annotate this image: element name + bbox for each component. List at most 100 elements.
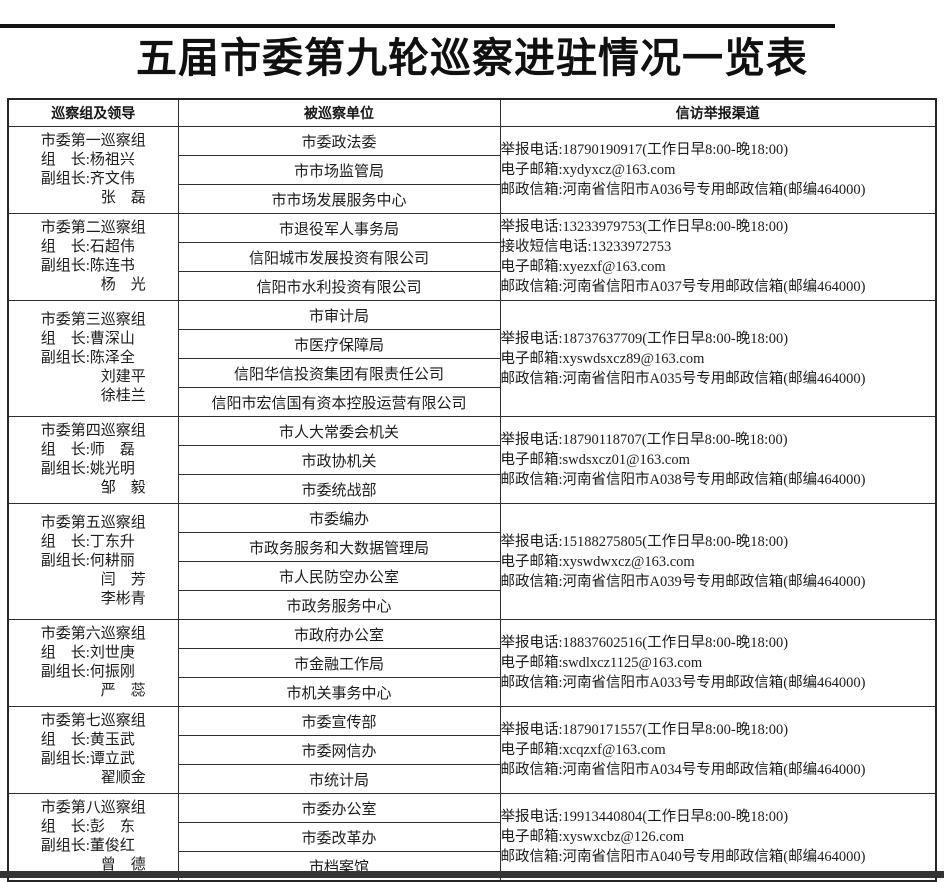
inspected-unit-cell: 市人大常委会机关 (177, 416, 501, 446)
channel-line: 举报电话:15188275805(工作日早8:00-晚18:00) (500, 533, 789, 550)
report-channels-cell: 举报电话:13233979753(工作日早8:00-晚18:00) 接收短信电话:… (499, 213, 937, 301)
group-leaders-cell: 市委第五巡察组组 长:丁东升 副组长:何耕丽 闫 芳 李彬青 (7, 503, 179, 620)
inspected-unit-cell: 市金融工作局 (177, 648, 501, 678)
page-title: 五届市委第九轮巡察进驻情况一览表 (136, 34, 808, 82)
group-name: 市委第三巡察组 (40, 312, 146, 328)
inspected-unit-cell: 信阳华信投资集团有限责任公司 (177, 358, 501, 388)
channel-line: 举报电话:18790171557(工作日早8:00-晚18:00) (500, 722, 789, 738)
leader-lines: 组 长:曹深山 副组长:陈泽全 刘建平 徐桂兰 (41, 330, 146, 406)
table-row: 市委第二巡察组组 长:石超伟 副组长:陈连书 杨 光 市退役军人事务局 举报电话:13… (7, 213, 937, 301)
report-channels-cell: 举报电话:18790190917(工作日早8:00-晚18:00) 电子邮箱:xy… (499, 126, 937, 214)
inspected-unit-cell: 市委统战部 (177, 474, 501, 504)
group-name: 市委第八巡察组 (40, 800, 146, 816)
channel-line: 接收短信电话:13233972753 (500, 239, 672, 255)
channel-line: 举报电话:13233979753(工作日早8:00-晚18:00) (500, 219, 789, 235)
channel-line: 邮政信箱:河南省信阳市A038号专用邮政信箱(邮编464000) (500, 472, 866, 488)
table-row: 信阳市宏信国有资本控股运营有限公司 (8, 387, 936, 417)
leader-lines: 组 长:师 磊副组长:姚光明 邹 毅 (41, 441, 146, 498)
channel-line: 电子邮箱:xyezxf@163.com (500, 259, 666, 275)
group-leaders-cell: 市委第六巡察组组 长:刘世庚 副组长:何振刚 严 蕊 (7, 619, 179, 707)
group-name: 市委第二巡察组 (40, 220, 146, 236)
inspected-unit-cell: 市审计局 (177, 300, 501, 330)
leader-line: 杨 光 (40, 277, 146, 293)
group-name: 市委第七巡察组 (40, 713, 146, 729)
inspected-unit-cell: 市医疗保障局 (177, 329, 501, 359)
inspected-unit-cell: 市委办公室 (177, 793, 501, 823)
leader-line: 邹 毅 (40, 480, 146, 496)
channel-line: 电子邮箱:xydyxcz@163.com (500, 162, 676, 178)
leader-lines: 组 长:刘世庚 副组长:何振刚 严 蕊 (41, 644, 146, 701)
report-channels-cell: 举报电话:15188275805(工作日早8:00-晚18:00) 电子邮箱:xy… (499, 503, 937, 620)
leader-line: 组 长:曹深山 (40, 331, 135, 347)
table-row: 市机关事务中心 (8, 677, 936, 707)
inspected-unit-cell: 市委宣传部 (177, 706, 501, 736)
table-header-row: 巡察组及领导 被巡察单位 信访举报渠道 (7, 98, 937, 127)
inspected-unit-cell: 信阳市宏信国有资本控股运营有限公司 (177, 387, 501, 417)
table-row: 信阳华信投资集团有限责任公司 (8, 358, 936, 388)
inspected-unit-cell: 信阳市水利投资有限公司 (177, 271, 501, 301)
report-channels-cell: 举报电话:19913440804(工作日早8:00-晚18:00) 电子邮箱:xy… (499, 793, 937, 882)
leader-line: 严 蕊 (40, 683, 146, 699)
channel-line: 邮政信箱:河南省信阳市A033号专用邮政信箱(邮编464000) (500, 675, 866, 691)
leader-lines: 组 长:彭 东副组长:董俊红 曾 德 (41, 818, 146, 875)
channel-line: 举报电话:18790190917(工作日早8:00-晚18:00) (500, 142, 789, 158)
table-row: 市委统战部 (8, 474, 936, 504)
leader-line: 组 长:黄玉武 (40, 732, 135, 748)
header-inspected-unit: 被巡察单位 (177, 98, 501, 127)
report-channels-cell: 举报电话:18790171557(工作日早8:00-晚18:00) 电子邮箱:xc… (499, 706, 937, 794)
table-row: 市金融工作局 (8, 648, 936, 678)
channel-line: 邮政信箱:河南省信阳市A035号专用邮政信箱(邮编464000) (500, 370, 866, 387)
inspected-unit-cell: 市委编办 (177, 503, 501, 533)
channel-line: 举报电话:18790118707(工作日早8:00-晚18:00) (500, 432, 788, 448)
table-row: 市市场发展服务中心 (8, 184, 936, 214)
leader-line: 副组长:董俊红 (40, 838, 135, 854)
leader-line: 副组长:何振刚 (40, 664, 135, 680)
leader-line: 组 长:师 磊 (40, 442, 135, 458)
table-row: 市医疗保障局 (8, 329, 936, 359)
leader-line: 李彬青 (40, 591, 146, 607)
channel-line: 电子邮箱:xyswxcbz@126.com (500, 829, 685, 845)
group-name: 市委第五巡察组 (40, 515, 146, 531)
table-row: 市委第三巡察组组 长:曹深山 副组长:陈泽全 刘建平 徐桂兰 市审计局 举报电话:18… (7, 300, 937, 417)
inspected-unit-cell: 市统计局 (177, 764, 501, 794)
channel-line: 邮政信箱:河南省信阳市A039号专用邮政信箱(邮编464000) (500, 573, 866, 590)
group-name: 市委第一巡察组 (40, 133, 146, 149)
group-leaders-cell: 市委第七巡察组组 长:黄玉武 副组长:谭立武 翟顺金 (7, 706, 179, 794)
table-row: 市政务服务中心 (8, 590, 936, 620)
inspected-unit-cell: 市退役军人事务局 (177, 213, 501, 243)
group-leaders-cell: 市委第八巡察组组 长:彭 东副组长:董俊红 曾 德 (7, 793, 179, 882)
table-row: 市委第一巡察组组 长:杨祖兴 副组长:齐文伟 张 磊市委政法委 举报电话:18790… (7, 126, 937, 214)
report-channels-cell: 举报电话:18790118707(工作日早8:00-晚18:00) 电子邮箱:sw… (499, 416, 937, 504)
channel-line: 举报电话:18737637709(工作日早8:00-晚18:00) (500, 330, 789, 347)
leader-line: 闫 芳 (40, 572, 146, 588)
scan-edge-bottom (0, 871, 944, 878)
channel-line: 电子邮箱:swdsxcz01@163.com (500, 452, 690, 468)
table-row: 市委改革办 (8, 822, 936, 852)
leader-lines: 组 长:石超伟 副组长:陈连书 杨 光 (41, 238, 146, 295)
leader-line: 副组长:陈连书 (40, 258, 135, 274)
leader-line: 副组长:姚光明 (40, 461, 135, 477)
leader-line: 组 长:刘世庚 (40, 645, 135, 661)
inspected-unit-cell: 市政府办公室 (177, 619, 501, 649)
table-row: 市政务服务和大数据管理局 (8, 532, 936, 562)
leader-line: 徐桂兰 (40, 388, 146, 404)
group-name: 市委第四巡察组 (40, 423, 146, 439)
leader-lines: 组 长:杨祖兴 副组长:齐文伟 张 磊 (41, 151, 146, 208)
channel-line: 电子邮箱:swdlxcz1125@163.com (500, 655, 703, 671)
table-row: 市委第八巡察组组 长:彭 东副组长:董俊红 曾 德市委办公室 举报电话:19913… (7, 793, 937, 882)
channel-line: 邮政信箱:河南省信阳市A036号专用邮政信箱(邮编464000) (500, 182, 866, 198)
inspected-unit-cell: 市政务服务和大数据管理局 (177, 532, 501, 562)
inspection-table: 巡察组及领导 被巡察单位 信访举报渠道 市委第一巡察组组 长:杨祖兴 副组长:齐文… (7, 98, 937, 882)
table-row: 市市场监管局 (8, 155, 936, 185)
leader-line: 副组长:齐文伟 (40, 171, 135, 187)
channel-line: 电子邮箱:xyswdwxcz@163.com (500, 553, 695, 570)
table-row: 市委第四巡察组组 长:师 磊副组长:姚光明 邹 毅市人大常委会机关 举报电话:18… (7, 416, 937, 504)
inspected-unit-cell: 市政务服务中心 (177, 590, 501, 620)
table-row: 市人民防空办公室 (8, 561, 936, 591)
channel-line: 举报电话:18837602516(工作日早8:00-晚18:00) (500, 635, 789, 651)
leader-line: 翟顺金 (40, 770, 146, 786)
inspected-unit-cell: 市政协机关 (177, 445, 501, 475)
table-row: 市委第五巡察组组 长:丁东升 副组长:何耕丽 闫 芳 李彬青 市委编办 举报电话:15… (7, 503, 937, 620)
channel-line: 举报电话:19913440804(工作日早8:00-晚18:00) (500, 809, 789, 825)
channel-line: 电子邮箱:xyswdsxcz89@163.com (500, 350, 705, 367)
